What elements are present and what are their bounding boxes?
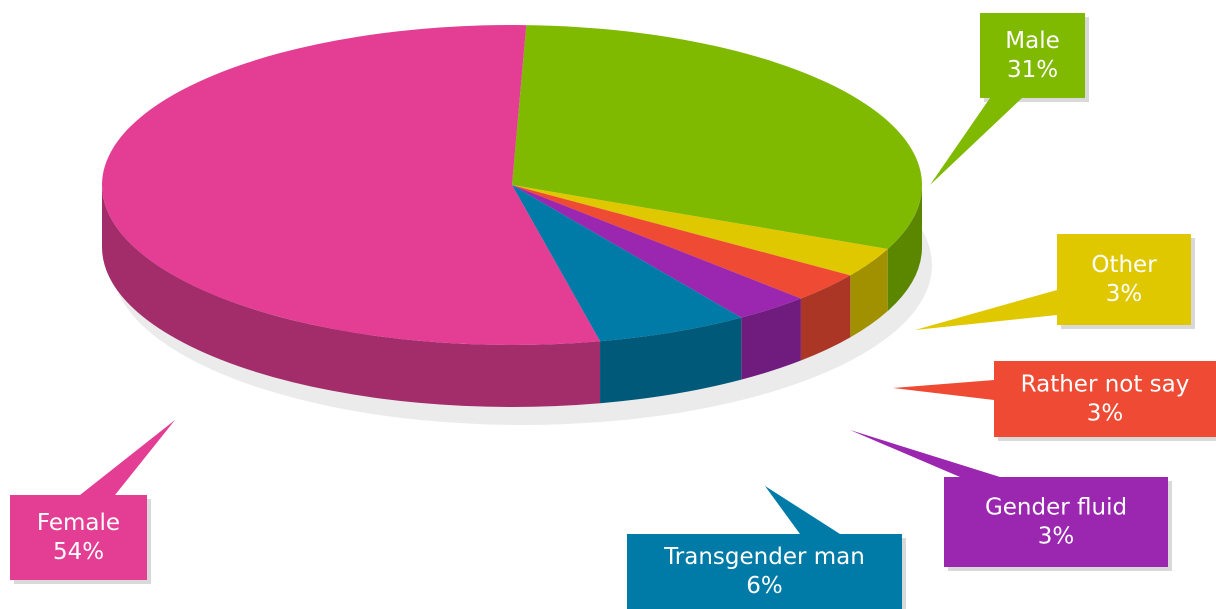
slice-side [741,298,801,380]
callout-box [980,13,1085,98]
callout-box [1057,234,1191,325]
callout-pointer [930,98,1022,185]
callout-box [944,477,1168,567]
value-label: 54% [53,539,104,565]
data-label: Female 54% [10,420,175,584]
data-label: Other 3% [915,234,1195,330]
slice-side [850,249,888,338]
callout-box [627,534,902,609]
category-label: Rather not say [1021,372,1190,398]
callout-box [10,495,147,580]
slice-side [800,275,851,361]
value-label: 3% [1087,401,1124,427]
callout-pointer [850,430,1000,477]
callout-pointer [80,420,175,495]
category-label: Transgender man [663,544,865,570]
category-label: Female [37,510,120,536]
slice-side [102,185,601,407]
callout-box [994,361,1216,437]
value-label: 6% [746,573,783,599]
slice-side [600,317,742,404]
data-label: Rather not say 3% [893,361,1216,441]
slice [512,185,888,276]
callout-pointer [893,380,994,400]
data-label: Transgender man 6% [627,486,906,609]
callout-pointer [915,290,1057,330]
callout-pointer [765,486,840,534]
slice [512,185,851,299]
value-label: 3% [1106,281,1143,307]
category-label: Gender fluid [985,495,1127,521]
category-label: Male [1005,28,1059,54]
slice [102,25,601,345]
slice [512,185,801,318]
data-label: Gender fluid 3% [850,430,1172,571]
slice [512,185,742,342]
value-label: 3% [1038,524,1075,550]
category-label: Other [1091,252,1157,278]
slice-side [887,185,922,312]
data-label: Male 31% [930,13,1089,185]
value-label: 31% [1007,57,1058,83]
slice [512,25,923,250]
